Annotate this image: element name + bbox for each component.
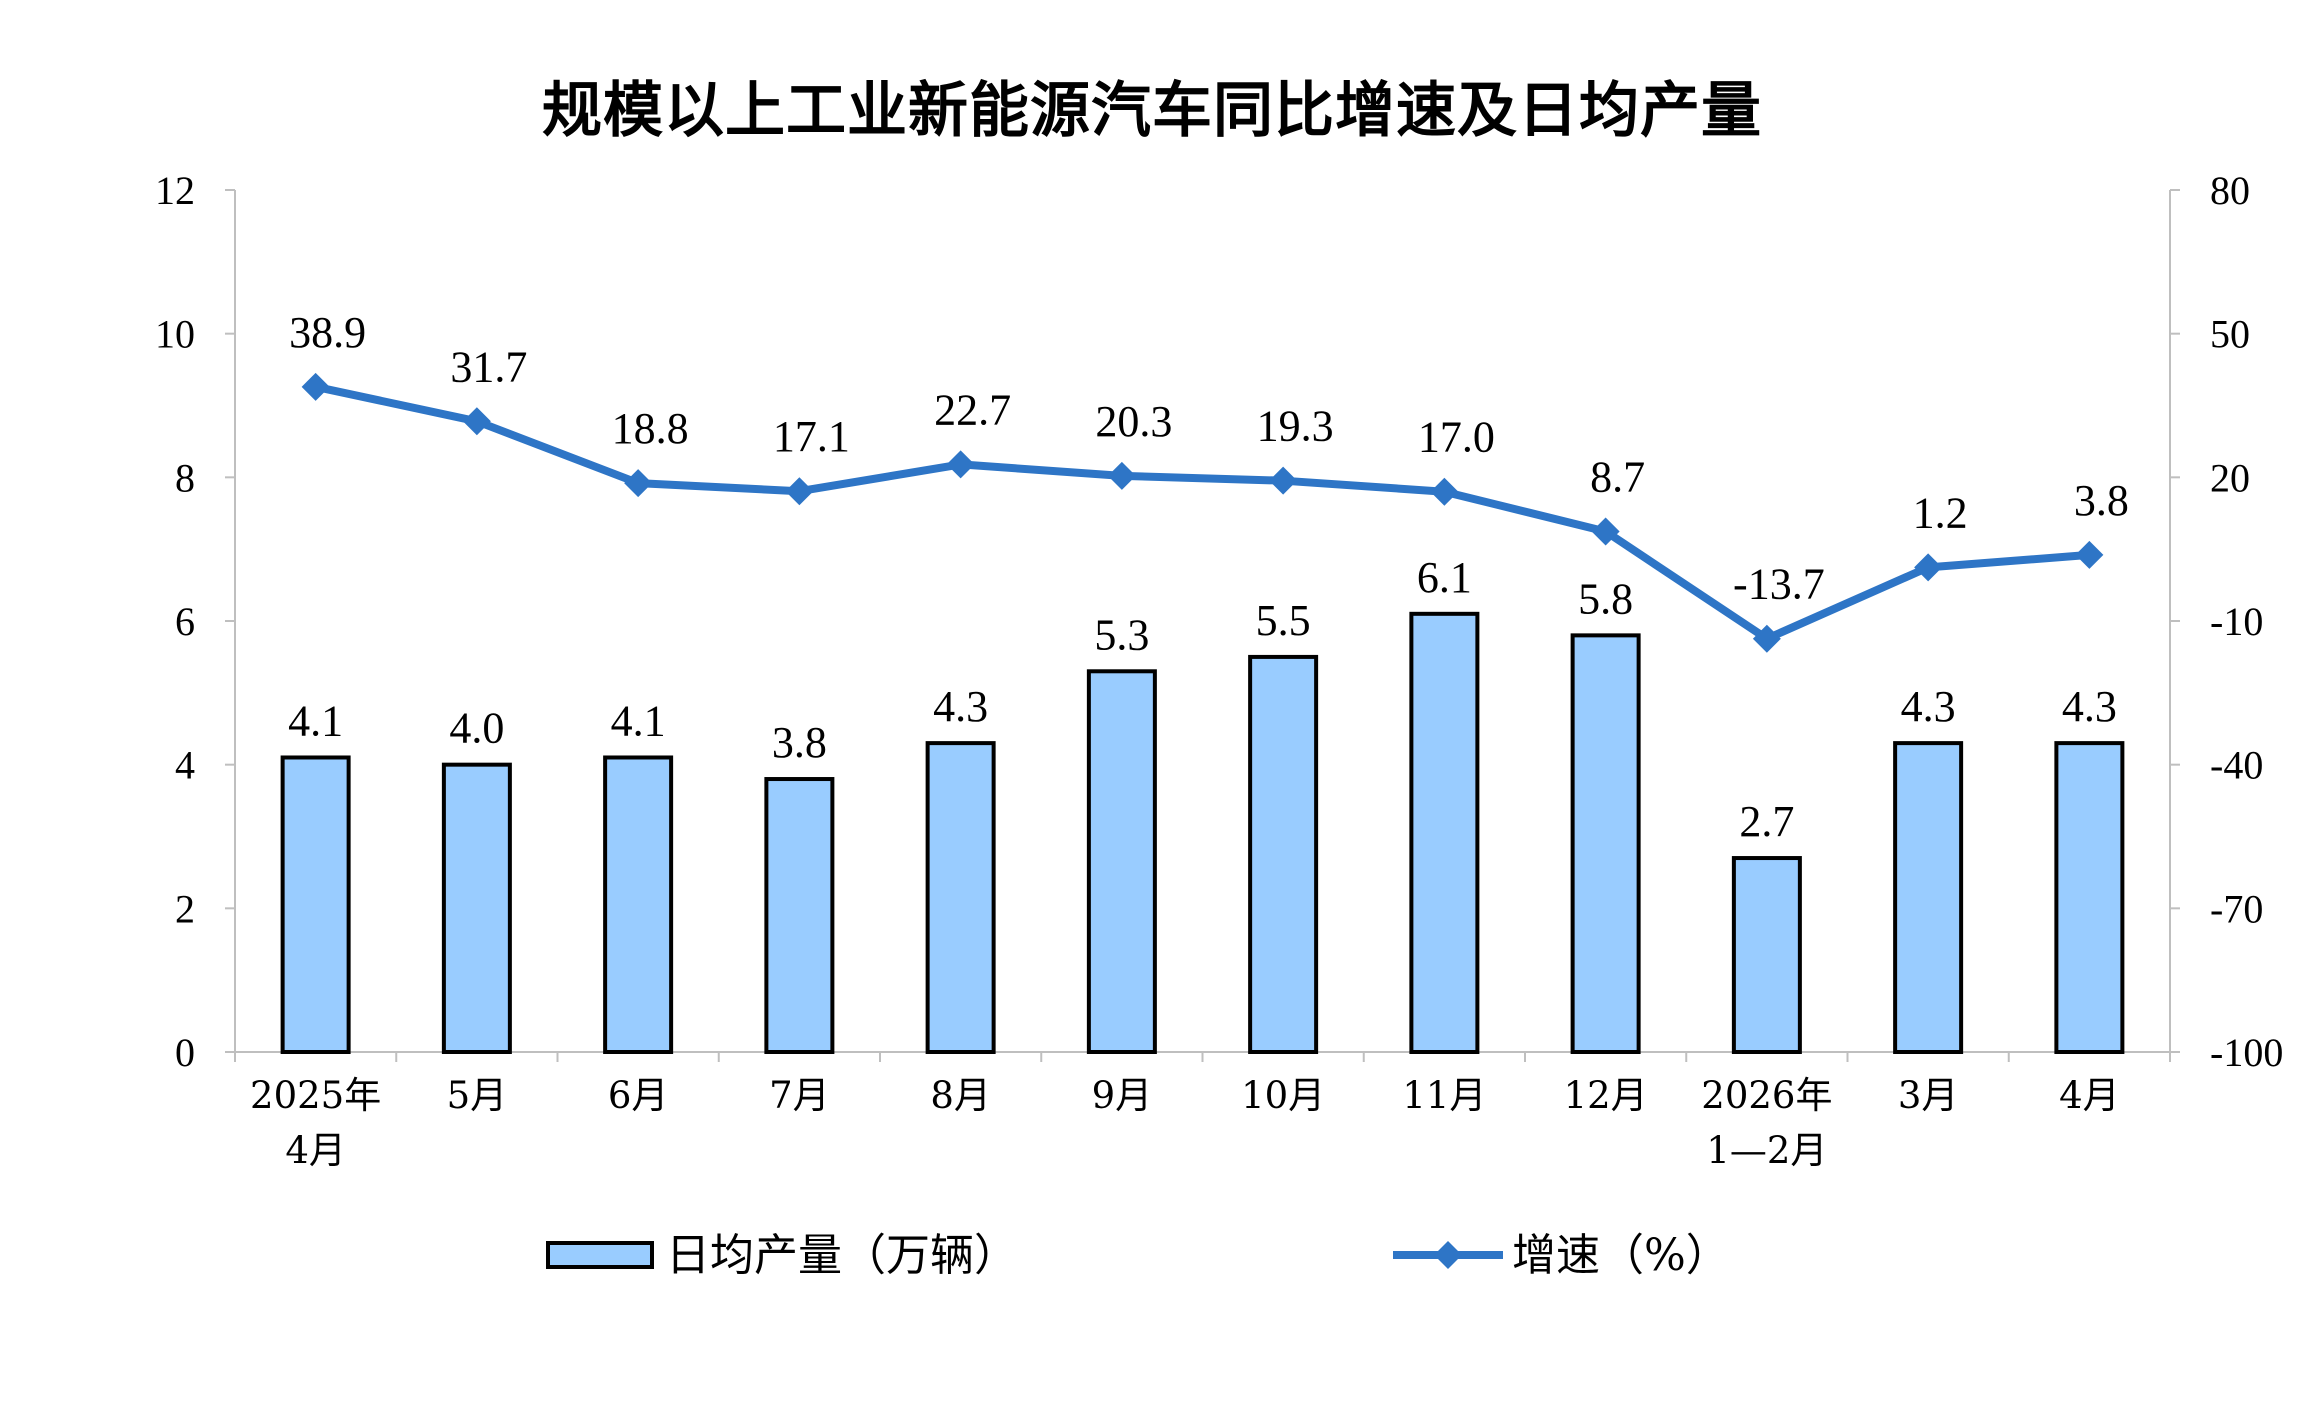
bar-series [280, 611, 2125, 1055]
y-left-tick-label: 8 [175, 455, 195, 500]
bar [764, 777, 835, 1054]
line-path [314, 382, 2090, 643]
legend-line-marker [1434, 1241, 1462, 1269]
x-tick-label: 5月 [447, 1074, 508, 1117]
bar [1731, 856, 1802, 1054]
x-tick-label: 2026年 [1701, 1074, 1832, 1117]
bar [1086, 669, 1157, 1054]
line-value-label: -13.7 [1733, 560, 1825, 609]
x-tick-label: 3月 [1898, 1074, 1959, 1117]
line-marker [1752, 624, 1781, 653]
bar-value-label: 5.8 [1578, 574, 1633, 623]
line-value-label: 22.7 [934, 385, 1011, 434]
line-marker [2075, 540, 2104, 569]
line-value-label: 18.8 [612, 404, 689, 453]
line-value-label: 31.7 [450, 342, 527, 391]
bar-value-label: 3.8 [772, 718, 827, 767]
legend: 日均产量（万辆） 增速（%） [546, 1230, 1730, 1281]
y-right-tick-label: -100 [2210, 1030, 2283, 1075]
line-value-label: 20.3 [1095, 397, 1172, 446]
line-marker [1914, 553, 1943, 582]
x-tick-label: 12月 [1564, 1074, 1648, 1117]
data-labels: 4.1 4.0 4.1 3.8 4.3 5.3 5.5 6.1 5.8 2.7 4.3 4.3 38.9… [288, 308, 2129, 846]
y-right-tick-label: -40 [2210, 743, 2263, 788]
chart-title: 规模以上工业新能源汽车同比增速及日均产量 [542, 76, 1762, 146]
bar [1409, 611, 1480, 1054]
y-right-tick-label: 20 [2210, 455, 2250, 500]
x-tick-label: 2025年 [250, 1074, 381, 1117]
bar-value-label: 2.7 [1739, 797, 1794, 846]
y-right-tick-label: -10 [2210, 599, 2263, 644]
bar-value-label: 4.1 [288, 696, 343, 745]
line-value-label: 3.8 [2074, 476, 2129, 525]
x-tick-label: 6月 [608, 1074, 669, 1117]
bar [1893, 741, 1964, 1054]
line-marker [1107, 461, 1136, 490]
line-marker [1430, 477, 1459, 506]
y-left-tick-label: 2 [175, 886, 195, 931]
bar-value-label: 5.3 [1094, 610, 1149, 659]
y-left-tick-label: 0 [175, 1030, 195, 1075]
line-value-label: 17.0 [1418, 413, 1495, 462]
bar-value-label: 5.5 [1256, 596, 1311, 645]
line-series [301, 372, 2104, 653]
legend-line-label: 增速（%） [1512, 1230, 1730, 1281]
legend-bar-swatch [546, 1241, 654, 1269]
x-tick-label: 4月 [2059, 1074, 2120, 1117]
y-right-tick-label: 80 [2210, 168, 2250, 213]
bar-value-label: 6.1 [1417, 553, 1472, 602]
bar [925, 741, 996, 1054]
line-marker [1269, 466, 1298, 495]
y-right-tick-label: -70 [2210, 886, 2263, 931]
line-marker [946, 450, 975, 479]
line-value-label: 17.1 [773, 412, 850, 461]
line-marker [462, 407, 491, 436]
bar [441, 762, 512, 1055]
x-tick-label: 1—2月 [1706, 1129, 1827, 1172]
line-marker [785, 477, 814, 506]
bar-value-label: 4.1 [611, 696, 666, 745]
x-tick-label: 7月 [769, 1074, 830, 1117]
line-value-label: 1.2 [1913, 488, 1968, 537]
line-value-label: 8.7 [1590, 452, 1645, 501]
y-left-tick-label: 4 [175, 743, 195, 788]
line-marker [624, 469, 653, 498]
line-value-label: 38.9 [289, 308, 366, 357]
y-right-tick-label: 50 [2210, 312, 2250, 357]
line-value-label: 19.3 [1257, 402, 1334, 451]
y-left-tick-label: 6 [175, 599, 195, 644]
x-tick-label: 9月 [1092, 1074, 1153, 1117]
line-marker [301, 372, 330, 401]
line-marker [1591, 517, 1620, 546]
x-tick-label: 11月 [1402, 1074, 1486, 1117]
bar [2054, 741, 2125, 1054]
x-tick-label: 10月 [1241, 1074, 1325, 1117]
x-tick-label: 8月 [930, 1074, 991, 1117]
bar [1570, 633, 1641, 1054]
bar [280, 755, 351, 1054]
y-left-tick-label: 10 [155, 312, 195, 357]
bar-value-label: 4.3 [2062, 682, 2117, 731]
legend-bar-label: 日均产量（万辆） [666, 1230, 1018, 1281]
bar-value-label: 4.3 [933, 682, 988, 731]
bar [603, 755, 674, 1054]
bar-value-label: 4.3 [1901, 682, 1956, 731]
x-tick-label: 4月 [285, 1129, 346, 1172]
y-left-tick-label: 12 [155, 168, 195, 213]
bar [1248, 654, 1319, 1055]
bar-value-label: 4.0 [449, 704, 504, 753]
axes: 0 2 4 6 8 10 12 -100 -70 -40 -10 20 50 80 2025年 4月 5月 6月 7… [155, 168, 2283, 1172]
